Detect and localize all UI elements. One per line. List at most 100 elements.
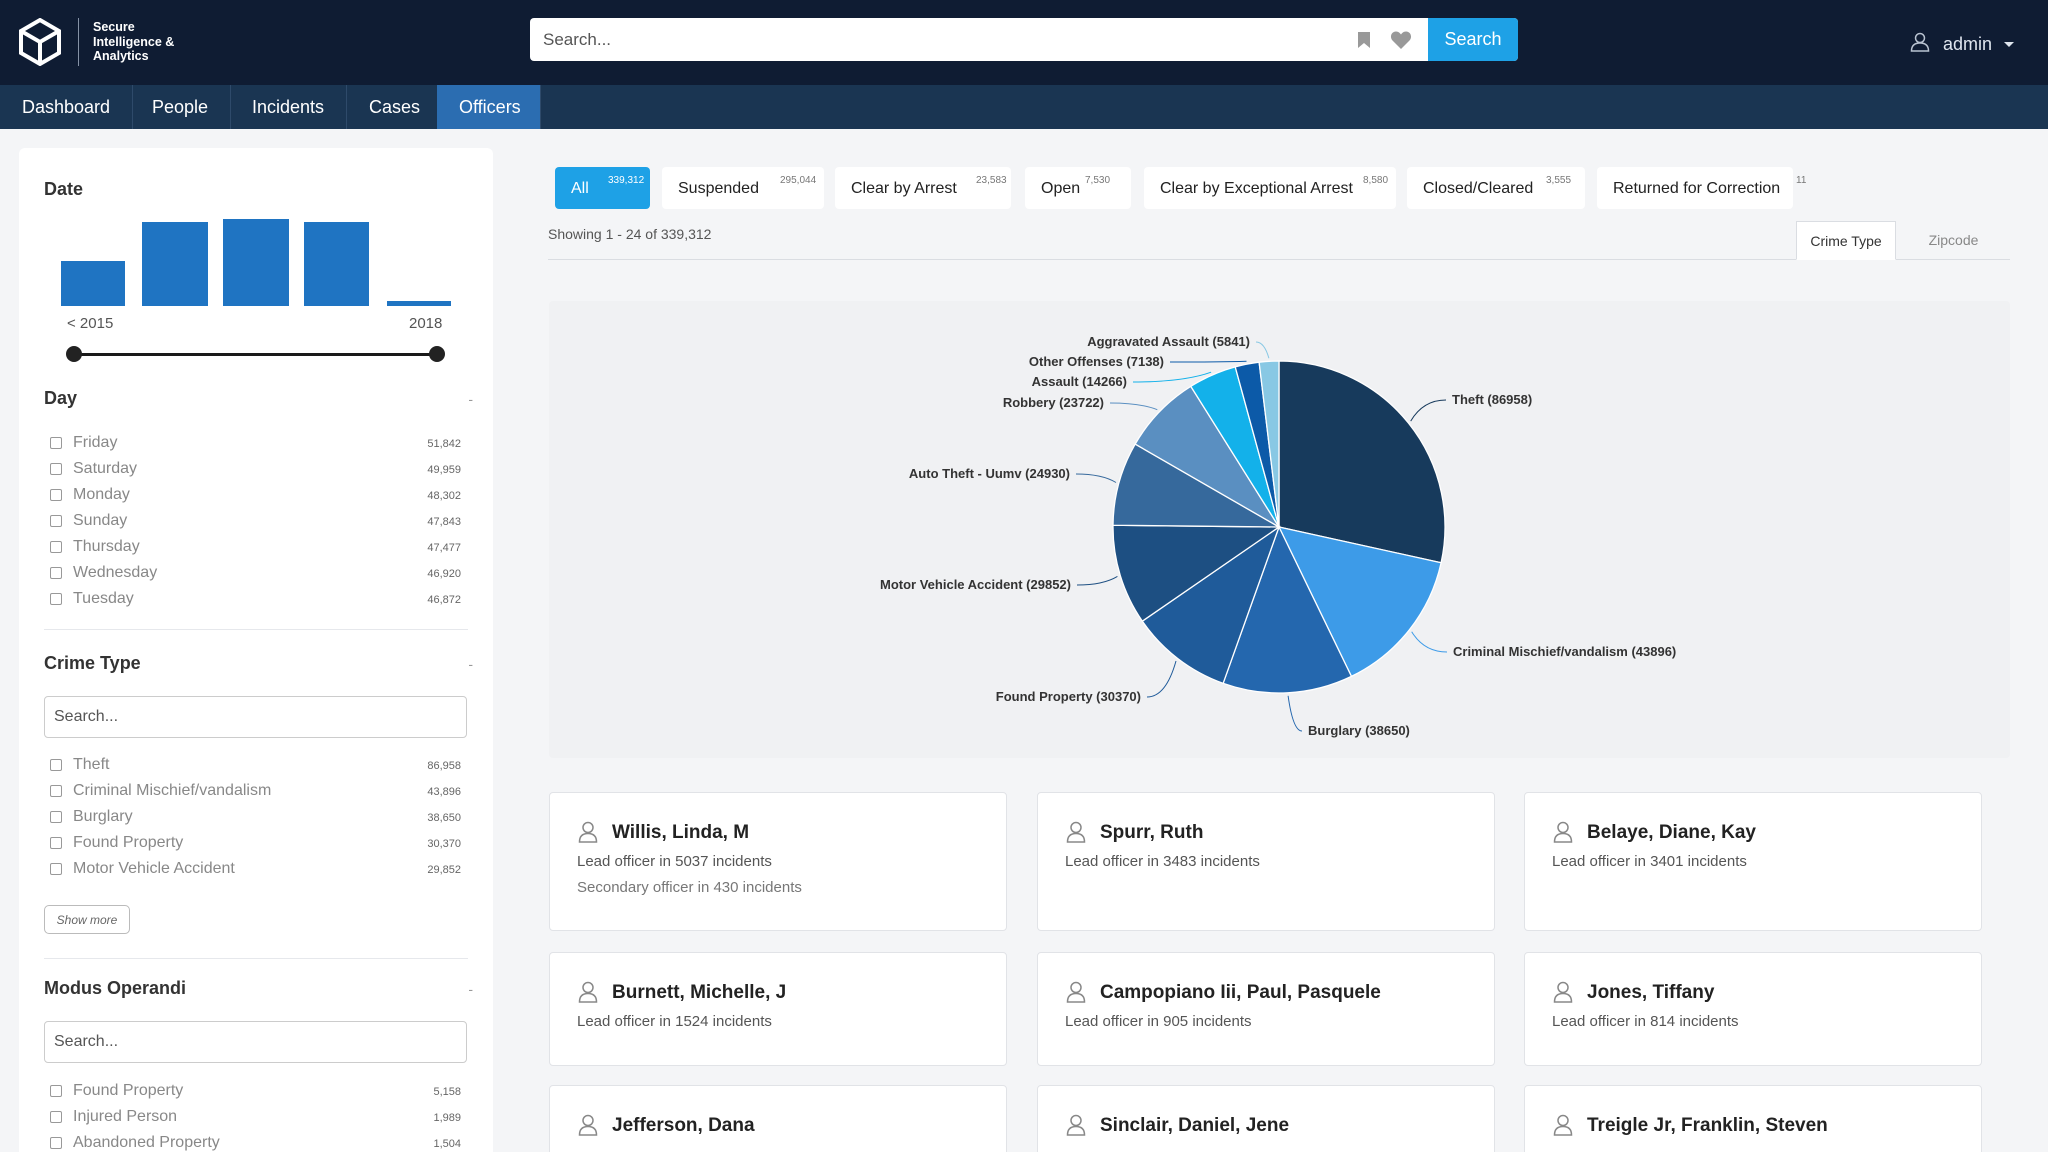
officer-card[interactable]: Burnett, Michelle, J Lead officer in 1524… [549,952,1007,1066]
officer-card[interactable]: Sinclair, Daniel, Jene [1037,1085,1495,1152]
officer-card[interactable]: Belaye, Diane, Kay Lead officer in 3401 i… [1524,792,1982,931]
user-menu-name[interactable]: admin [1943,34,1993,54]
logo-hexagon-icon[interactable] [18,18,62,66]
facet-option[interactable]: Burglary 38,650 [50,807,474,827]
pie-label-connector [1146,660,1177,698]
officer-name[interactable]: Spurr, Ruth [1100,822,1204,843]
officer-name[interactable]: Belaye, Diane, Kay [1587,822,1756,843]
facet-option[interactable]: Found Property 5,158 [50,1081,474,1101]
facet-option[interactable]: Criminal Mischief/vandalism 43,896 [50,781,474,801]
pie-slice[interactable] [1222,525,1353,694]
facet-option[interactable]: Friday 51,842 [50,433,474,453]
facet-option[interactable]: Motor Vehicle Accident 29,852 [50,859,474,879]
crime-type-chart-panel: Theft (86958) Criminal Mischief/vandalism… [549,301,2010,758]
facet-option-count: 1,989 [433,1112,461,1124]
nav-dashboard[interactable]: Dashboard [0,85,134,129]
facet-checkbox[interactable] [50,593,62,605]
status-filter-pill[interactable]: All 339,312 [555,167,650,209]
facet-checkbox[interactable] [50,489,62,501]
officer-name[interactable]: Campopiano Iii, Paul, Pasquele [1100,982,1381,1003]
nav-officers[interactable]: Officers [437,85,541,129]
officer-card[interactable]: Jefferson, Dana [549,1085,1007,1152]
date-histogram-bar[interactable] [304,222,369,306]
facet-checkbox[interactable] [50,437,62,449]
officer-card[interactable]: Willis, Linda, M Lead officer in 5037 inc… [549,792,1007,931]
officer-name[interactable]: Sinclair, Daniel, Jene [1100,1115,1290,1136]
officer-card[interactable]: Jones, Tiffany Lead officer in 814 incide… [1524,952,1982,1066]
facet-option[interactable]: Saturday 49,959 [50,459,474,479]
pie-slice[interactable] [1258,360,1280,528]
facet-checkbox[interactable] [50,1111,62,1123]
facet-option[interactable]: Injured Person 1,989 [50,1107,474,1127]
officer-name[interactable]: Jones, Tiffany [1587,982,1715,1003]
bookmark-icon[interactable] [1357,31,1371,49]
date-slider-start-handle[interactable] [66,346,82,362]
user-icon[interactable] [1910,32,1930,52]
facet-option[interactable]: Found Property 30,370 [50,833,474,853]
facet-checkbox[interactable] [50,567,62,579]
nav-people[interactable]: People [130,85,232,129]
facet-checkbox[interactable] [50,785,62,797]
pie-slice[interactable] [1278,360,1446,564]
status-filter-label: Clear by Arrest [851,180,957,197]
pie-label-connector [1255,341,1270,359]
officer-card[interactable]: Treigle Jr, Franklin, Steven [1524,1085,1982,1152]
facet-checkbox[interactable] [50,759,62,771]
day-collapse-toggle[interactable]: - [468,391,473,407]
tab-zipcode[interactable]: Zipcode [1928,232,1979,248]
status-filter-pill[interactable]: Closed/Cleared 3,555 [1407,167,1585,209]
date-slider-end-handle[interactable] [429,346,445,362]
facet-option[interactable]: Theft 86,958 [50,755,474,775]
user-icon [1553,1114,1573,1136]
date-axis-start: < 2015 [67,315,114,332]
facet-option[interactable]: Abandoned Property 1,504 [50,1133,474,1152]
crime-type-search-input[interactable] [44,696,467,738]
facet-option[interactable]: Sunday 47,843 [50,511,474,531]
status-filter-count: 7,530 [1085,175,1111,186]
crime-type-collapse-toggle[interactable]: - [468,656,473,672]
facet-checkbox[interactable] [50,863,62,875]
show-more-button[interactable]: Show more [44,905,130,934]
facet-checkbox[interactable] [50,837,62,849]
facet-checkbox[interactable] [50,1137,62,1149]
officer-name[interactable]: Treigle Jr, Franklin, Steven [1587,1115,1828,1136]
nav-cases[interactable]: Cases [347,85,444,129]
facet-checkbox[interactable] [50,541,62,553]
status-filter-pill[interactable]: Returned for Correction 11 [1597,167,1806,209]
facet-checkbox[interactable] [50,811,62,823]
date-histogram-bar[interactable] [387,301,451,306]
modus-operandi-search-input[interactable] [44,1021,467,1063]
date-range-slider[interactable] [73,353,437,356]
date-histogram-bar[interactable] [223,219,289,306]
facet-checkbox[interactable] [50,515,62,527]
global-search-input[interactable] [530,18,1350,61]
pie-slice[interactable] [1112,524,1282,623]
facet-option[interactable]: Tuesday 46,872 [50,589,474,609]
officer-card[interactable]: Campopiano Iii, Paul, Pasquele Lead offic… [1037,952,1495,1066]
facet-checkbox[interactable] [50,463,62,475]
chevron-down-icon[interactable] [2004,42,2014,47]
officer-name[interactable]: Jefferson, Dana [612,1115,755,1136]
officer-name[interactable]: Willis, Linda, M [612,822,750,843]
status-filter-pill[interactable]: Clear by Exceptional Arrest 8,580 [1144,167,1396,209]
date-histogram-bar[interactable] [142,222,208,306]
nav-incidents[interactable]: Incidents [230,85,348,129]
pie-slice[interactable] [1141,525,1281,685]
officer-name[interactable]: Burnett, Michelle, J [612,982,787,1003]
status-filter-pill[interactable]: Suspended 295,044 [662,167,824,209]
facet-option[interactable]: Monday 48,302 [50,485,474,505]
facet-checkbox[interactable] [50,1085,62,1097]
modus-operandi-collapse-toggle[interactable]: - [468,981,473,997]
facet-option[interactable]: Thursday 47,477 [50,537,474,557]
date-histogram-bar[interactable] [61,261,125,306]
search-button[interactable]: Search [1428,18,1518,61]
pie-slice[interactable] [1277,526,1442,678]
top-bar: Secure Intelligence & Analytics Search a… [0,0,2048,85]
heart-icon[interactable] [1390,30,1412,50]
status-filter-pill[interactable]: Clear by Arrest 23,583 [835,167,1011,209]
status-filter-pill[interactable]: Open 7,530 [1025,167,1131,209]
tab-crime-type[interactable]: Crime Type [1796,221,1896,260]
facet-option[interactable]: Wednesday 46,920 [50,563,474,583]
officer-card[interactable]: Spurr, Ruth Lead officer in 3483 incident… [1037,792,1495,931]
pie-slice-label: Theft (86958) [1452,392,1532,407]
